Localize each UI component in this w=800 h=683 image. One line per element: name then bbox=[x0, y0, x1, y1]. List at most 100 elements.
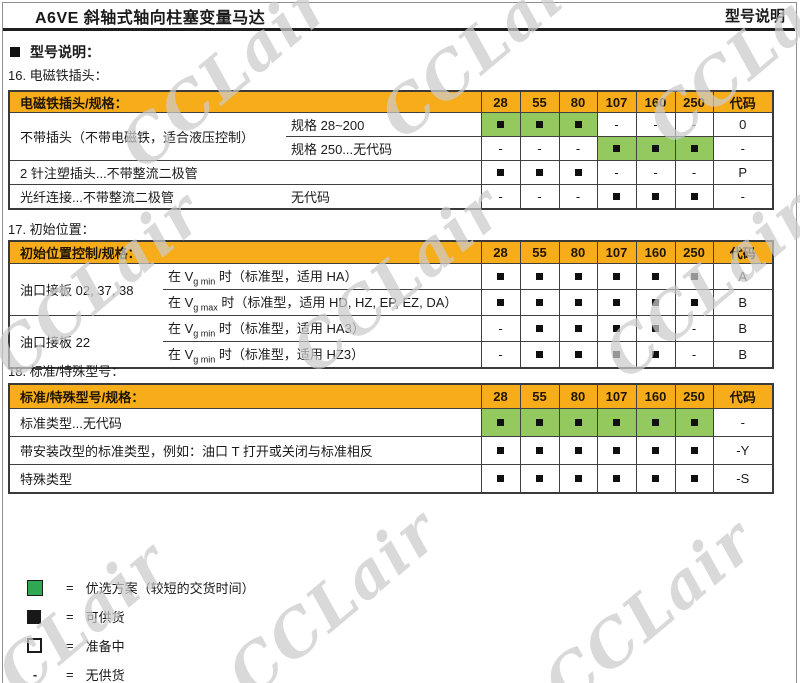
equals-sign: = bbox=[66, 638, 74, 653]
table-header-label: 初始位置控制/规格： bbox=[8, 240, 482, 264]
available-square-icon bbox=[690, 273, 698, 280]
availability-cell-available bbox=[635, 464, 676, 494]
size-column-header: 107 bbox=[596, 90, 637, 113]
available-square-icon bbox=[690, 299, 698, 306]
available-square-icon bbox=[613, 193, 620, 200]
row-sublabel: 规格 250...无代码 bbox=[286, 136, 482, 161]
row-sublabel: 在 Vg min 时（标准型，适用 HA） bbox=[163, 263, 482, 290]
table-row: 特殊类型 -S bbox=[8, 464, 774, 494]
available-square-icon bbox=[652, 193, 659, 200]
size-column-header: 160 bbox=[635, 90, 676, 113]
table-header-row: 初始位置控制/规格： 28 55 80 107 160 250 代码 bbox=[8, 240, 774, 264]
available-square-icon bbox=[690, 419, 698, 426]
available-square-icon bbox=[613, 447, 621, 454]
available-square-icon bbox=[497, 299, 504, 306]
row-sublabel: 在 Vg min 时（标准型，适用 HZ3） bbox=[163, 341, 482, 369]
available-black-square-icon bbox=[27, 609, 41, 624]
available-square-icon bbox=[652, 419, 660, 426]
available-square-icon bbox=[574, 169, 582, 176]
availability-cell-available bbox=[674, 184, 714, 210]
availability-cell-none: - bbox=[558, 136, 598, 161]
availability-cell-available bbox=[635, 184, 676, 210]
code-cell: P bbox=[712, 160, 774, 185]
row-label: 标准类型...无代码 bbox=[8, 408, 482, 437]
table-header-label: 标准/特殊型号/规格： bbox=[8, 383, 482, 409]
table-row: 在 Vg min 时（标准型，适用 HZ3） - - B bbox=[9, 341, 774, 369]
code-column-header: 代码 bbox=[712, 90, 774, 113]
code-cell: B bbox=[712, 315, 774, 342]
available-square-icon bbox=[574, 121, 582, 128]
available-square-icon bbox=[497, 169, 504, 176]
size-column-header: 160 bbox=[635, 240, 676, 264]
code-column-header: 代码 bbox=[712, 240, 774, 264]
availability-cell-available bbox=[480, 289, 521, 316]
legend-item-in-preparation: = 准备中 bbox=[27, 631, 255, 660]
availability-cell-preferred bbox=[519, 408, 560, 437]
square-bullet-icon bbox=[10, 47, 20, 57]
code-cell: - bbox=[712, 136, 774, 161]
row-sublabel: 无代码 bbox=[286, 184, 482, 210]
availability-cell-none: - bbox=[635, 160, 676, 185]
availability-legend: = 优选方案（较短的交货时间） = 可供货 = 准备中 - = 无供货 bbox=[27, 573, 255, 683]
equals-sign: = bbox=[66, 580, 74, 595]
available-square-icon bbox=[613, 299, 620, 306]
availability-cell-available bbox=[519, 464, 560, 494]
equals-sign: = bbox=[66, 667, 74, 682]
available-square-icon bbox=[613, 145, 620, 152]
availability-cell-none: - bbox=[480, 315, 521, 342]
row-label: 带安装改型的标准类型，例如：油口 T 打开或关闭与标准相反 bbox=[8, 436, 482, 465]
row-sublabel: 规格 28~200 bbox=[286, 112, 482, 137]
available-square-icon bbox=[652, 475, 660, 482]
availability-cell-available bbox=[558, 315, 598, 342]
size-column-header: 250 bbox=[674, 90, 714, 113]
availability-cell-available bbox=[596, 184, 637, 210]
legend-item-available: = 可供货 bbox=[27, 602, 255, 631]
availability-cell-available bbox=[519, 436, 560, 465]
available-square-icon bbox=[652, 351, 659, 358]
availability-cell-available bbox=[596, 341, 637, 369]
availability-cell-none: - bbox=[480, 341, 521, 369]
available-square-icon bbox=[497, 447, 505, 454]
row-label: 油口接板 02, 37, 38 bbox=[8, 263, 163, 316]
available-square-icon bbox=[613, 325, 620, 332]
row-label: 特殊类型 bbox=[8, 464, 482, 494]
model-code-heading-text: 型号说明： bbox=[30, 44, 100, 60]
available-square-icon bbox=[536, 169, 543, 176]
availability-cell-available bbox=[674, 289, 714, 316]
page-title: A6VE 斜轴式轴向柱塞变量马达 bbox=[35, 9, 266, 27]
availability-cell-preferred bbox=[480, 112, 521, 137]
availability-cell-none: - bbox=[480, 184, 521, 210]
available-square-icon bbox=[536, 419, 544, 426]
availability-cell-available bbox=[635, 436, 676, 465]
available-square-icon bbox=[574, 299, 582, 306]
availability-cell-none: - bbox=[674, 341, 714, 369]
availability-cell-preferred bbox=[596, 136, 637, 161]
available-square-icon bbox=[652, 273, 659, 280]
size-column-header: 250 bbox=[674, 240, 714, 264]
row-label: 油口接板 22 bbox=[8, 315, 163, 369]
table-row: 油口接板 02, 37, 38 在 Vg min 时（标准型，适用 HA） A bbox=[8, 263, 774, 316]
availability-cell-available bbox=[674, 464, 714, 494]
size-column-header: 107 bbox=[596, 240, 637, 264]
code-cell: B bbox=[712, 289, 774, 316]
available-square-icon bbox=[690, 193, 698, 200]
row-label: 光纤连接...不带整流二极管 bbox=[8, 184, 286, 210]
available-square-icon bbox=[652, 299, 659, 306]
availability-cell-preferred bbox=[558, 408, 598, 437]
availability-cell-preferred bbox=[674, 136, 714, 161]
availability-cell-available bbox=[596, 464, 637, 494]
available-square-icon bbox=[574, 419, 582, 426]
size-column-header: 80 bbox=[558, 240, 598, 264]
availability-cell-none: - bbox=[596, 112, 637, 137]
availability-cell-none: - bbox=[635, 112, 676, 137]
table-row: 带安装改型的标准类型，例如：油口 T 打开或关闭与标准相反 -Y bbox=[8, 436, 774, 465]
available-square-icon bbox=[536, 475, 544, 482]
row-label: 不带插头（不带电磁铁，适合液压控制） bbox=[8, 112, 286, 161]
model-code-heading: 型号说明： bbox=[10, 42, 100, 62]
availability-cell-available bbox=[635, 315, 676, 342]
size-column-header: 80 bbox=[558, 383, 598, 409]
size-column-header: 28 bbox=[480, 383, 521, 409]
table-row: 不带插头（不带电磁铁，适合液压控制） 规格 28~200- - -0 bbox=[8, 112, 774, 161]
availability-cell-available bbox=[635, 263, 676, 290]
